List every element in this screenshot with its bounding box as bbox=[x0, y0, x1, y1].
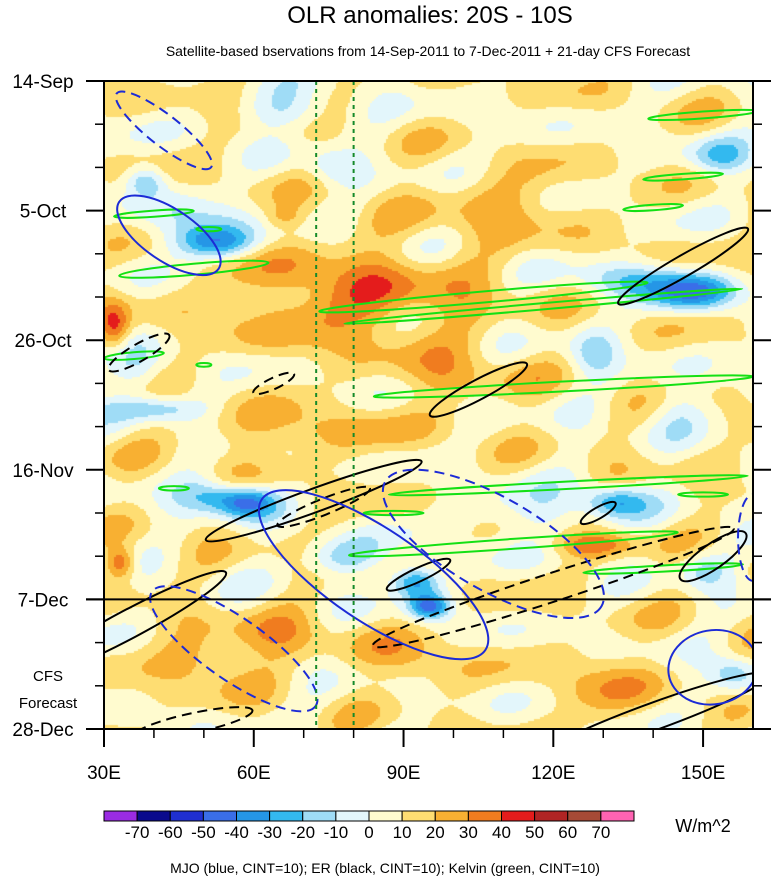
er-contour-11 bbox=[134, 706, 254, 729]
mjo-contour-1 bbox=[116, 194, 222, 277]
x-tick-label-2: 90E bbox=[387, 763, 421, 784]
colorbar-swatch-2 bbox=[169, 810, 204, 822]
mjo-contour-0 bbox=[114, 90, 214, 171]
axes: 14-Sep 5-Oct 26-Oct 16-Nov 7-Dec 28-Dec 30E 60E… bbox=[12, 72, 771, 784]
x-tick-label-0: 30E bbox=[87, 763, 121, 784]
kelvin-contour-2 bbox=[195, 225, 223, 233]
colorbar-label-0: -70 bbox=[125, 823, 150, 842]
x-tick-label-4: 150E bbox=[681, 763, 725, 784]
er-contour-8 bbox=[104, 570, 228, 679]
colorbar-swatch-13 bbox=[534, 810, 569, 822]
x-tick-label-1: 60E bbox=[237, 763, 271, 784]
colorbar-swatch-15 bbox=[600, 810, 635, 822]
colorbar-label-1: -60 bbox=[158, 823, 183, 842]
y-tick-label-0: 14-Sep bbox=[12, 72, 73, 93]
colorbar-swatch-12 bbox=[501, 810, 536, 822]
kelvin-contour-11 bbox=[348, 530, 679, 558]
kelvin-contour-12 bbox=[582, 562, 744, 575]
kelvin-contour-6 bbox=[622, 203, 685, 212]
colorbar-swatch-11 bbox=[467, 810, 502, 822]
kelvin-contour-16 bbox=[677, 491, 730, 498]
plot-frame bbox=[103, 80, 754, 730]
er-contour-6 bbox=[385, 557, 452, 592]
er-contour-7 bbox=[579, 500, 617, 526]
colorbar-swatch-10 bbox=[434, 810, 469, 822]
y-tick-label-4: 7-Dec bbox=[18, 590, 69, 611]
mjo-contour-2 bbox=[381, 468, 605, 620]
colorbar-label-7: 0 bbox=[364, 823, 373, 842]
y-tick-label-3: 16-Nov bbox=[12, 461, 74, 482]
colorbar-label-14: 70 bbox=[591, 823, 610, 842]
y-tick-label-5: 28-Dec bbox=[12, 720, 73, 741]
er-contour-0 bbox=[107, 332, 171, 373]
er-contour-2 bbox=[428, 361, 529, 418]
y-tick-label-2: 26-Oct bbox=[14, 331, 72, 352]
colorbar-swatch-14 bbox=[567, 810, 602, 822]
kelvin-contour-10 bbox=[387, 474, 749, 497]
colorbar-swatch-3 bbox=[202, 810, 237, 822]
kelvin-contour-15 bbox=[195, 362, 213, 368]
chart-title: OLR anomalies: 20S - 10S bbox=[287, 2, 572, 29]
colorbar-swatch-6 bbox=[302, 810, 337, 822]
colorbar-label-6: -10 bbox=[324, 823, 349, 842]
colorbar-label-8: 10 bbox=[393, 823, 412, 842]
chart-subtitle: Satellite-based bservations from 14-Sep-… bbox=[166, 43, 690, 59]
x-tick-label-3: 120E bbox=[531, 763, 575, 784]
colorbar: -70 -60 -50 -40 -30 -20 -10 0 10 20 30 40 50 60 70 bbox=[103, 810, 635, 842]
er-contour-3 bbox=[204, 458, 423, 543]
colorbar-label-2: -50 bbox=[191, 823, 216, 842]
colorbar-swatch-8 bbox=[368, 810, 403, 822]
colorbar-label-5: -20 bbox=[290, 823, 315, 842]
colorbar-label-11: 40 bbox=[492, 823, 511, 842]
kelvin-contour-7 bbox=[642, 171, 724, 182]
contour-legend: MJO (blue, CINT=10); ER (black, CINT=10)… bbox=[170, 860, 600, 876]
colorbar-swatch-0 bbox=[103, 810, 138, 822]
colorbar-label-9: 20 bbox=[426, 823, 445, 842]
kelvin-contour-8 bbox=[647, 108, 753, 122]
colorbar-swatch-7 bbox=[335, 810, 370, 822]
colorbar-swatch-5 bbox=[269, 810, 304, 822]
colorbar-swatch-9 bbox=[401, 810, 436, 822]
er-contour-12 bbox=[534, 671, 753, 729]
kelvin-contour-4 bbox=[318, 280, 649, 314]
colorbar-units: W/m^2 bbox=[675, 816, 730, 836]
y-tick-label-1: 5-Oct bbox=[20, 202, 67, 223]
colorbar-label-12: 50 bbox=[525, 823, 544, 842]
colorbar-label-13: 60 bbox=[558, 823, 577, 842]
olr-anomaly-heatmap bbox=[104, 81, 753, 729]
kelvin-contour-14 bbox=[157, 485, 190, 492]
kelvin-contour-0 bbox=[113, 208, 195, 219]
reference-longitude-lines bbox=[315, 81, 355, 729]
forecast-label-line2: Forecast bbox=[19, 695, 78, 712]
colorbar-label-4: -30 bbox=[257, 823, 282, 842]
colorbar-swatch-4 bbox=[236, 810, 271, 822]
er-contour-5 bbox=[371, 525, 735, 649]
mjo-contour-3 bbox=[257, 489, 490, 661]
er-contour-9 bbox=[617, 226, 750, 306]
wave-contours bbox=[104, 90, 753, 729]
colorbar-label-10: 30 bbox=[459, 823, 478, 842]
kelvin-contour-5 bbox=[343, 287, 744, 325]
kelvin-contour-13 bbox=[362, 509, 425, 517]
colorbar-label-3: -40 bbox=[224, 823, 249, 842]
er-contour-4 bbox=[276, 485, 372, 528]
er-contour-10 bbox=[678, 530, 748, 583]
forecast-label-line1: CFS bbox=[33, 668, 63, 685]
colorbar-swatch-1 bbox=[136, 810, 171, 822]
mjo-contour-5 bbox=[667, 628, 753, 706]
